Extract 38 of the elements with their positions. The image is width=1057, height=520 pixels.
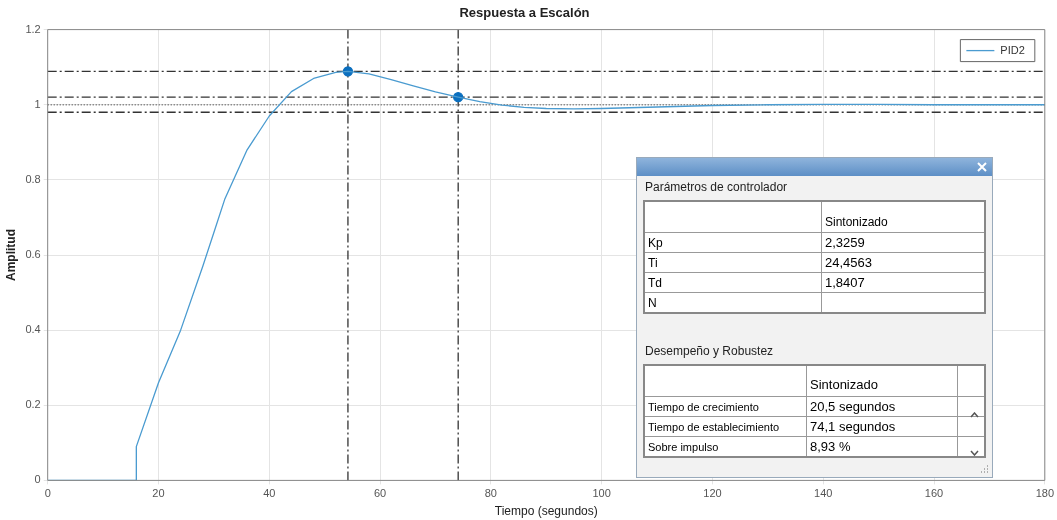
y-tick-label: 1.2 (25, 22, 41, 35)
chart-title: Respuesta a Escalón (459, 5, 590, 21)
annotation: Sintonizado (821, 201, 985, 233)
x-tick-label: 40 (263, 487, 276, 500)
x-tick-label: 20 (152, 487, 165, 500)
x-tick-label: 120 (703, 487, 722, 500)
annotation: Desempeño y Robustez (645, 344, 775, 358)
annotation: Tiempo de crecimiento (644, 396, 807, 417)
y-tick-label: 0.8 (25, 172, 41, 185)
annotation: 2,3259 (821, 232, 985, 253)
annotation: Tiempo de establecimiento (644, 416, 807, 437)
annotation: 20,5 segundos (806, 396, 958, 417)
annotation: 8,93 % (806, 436, 958, 457)
annotation: Td (644, 272, 822, 293)
legend-label: PID2 (1000, 43, 1025, 56)
y-tick-label: 0.6 (25, 248, 41, 261)
annotation: 1,8407 (821, 272, 985, 293)
annotation: Sobre impulso (644, 436, 807, 457)
y-tick-label: 0.4 (25, 323, 41, 336)
x-tick-label: 0 (44, 487, 51, 500)
annotation: N (644, 292, 822, 313)
annotation: Parámetros de controlador (645, 180, 789, 194)
annotation: 74,1 segundos (806, 416, 958, 437)
x-axis-title: Tiempo (segundos) (494, 504, 598, 519)
x-tick-label: 160 (924, 487, 944, 500)
y-tick-label: 0 (34, 473, 41, 486)
x-tick-label: 140 (814, 487, 833, 500)
x-tick-label: 60 (373, 487, 387, 500)
annotation: Ti (644, 252, 822, 273)
x-tick-label: 80 (484, 487, 497, 500)
annotation: Kp (644, 232, 822, 253)
y-tick-label: 0.2 (25, 398, 41, 411)
y-axis-title: Amplitud (3, 229, 18, 281)
annotation: 24,4563 (821, 252, 985, 273)
annotation: Sintonizado (806, 365, 958, 397)
x-tick-label: 180 (1035, 487, 1054, 500)
y-tick-label: 1 (34, 97, 41, 110)
x-tick-label: 100 (592, 487, 611, 500)
